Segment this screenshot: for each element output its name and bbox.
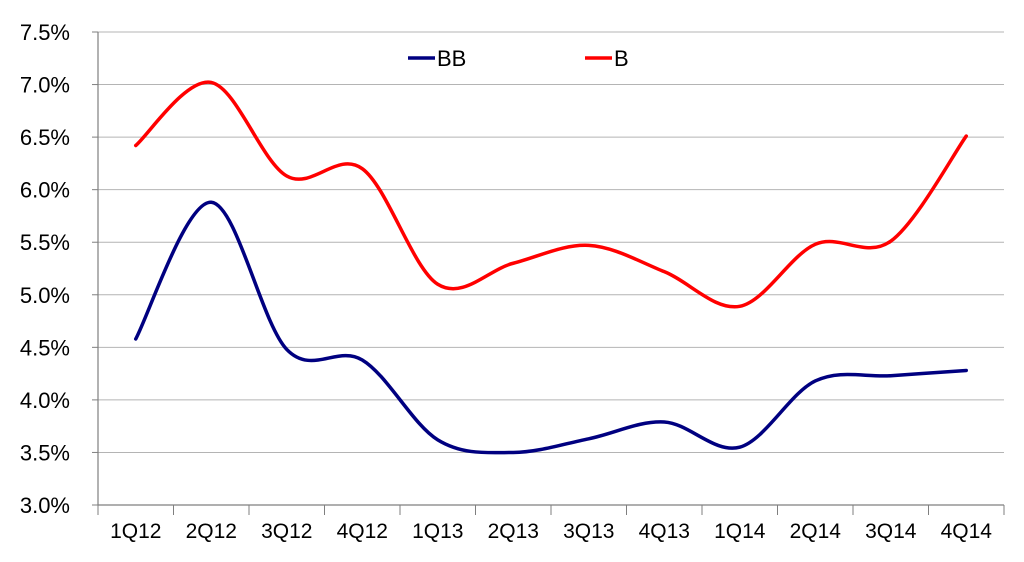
y-tick-label: 7.5% [20,20,70,45]
legend: BB B [408,46,629,71]
x-tick-label: 1Q14 [714,520,766,543]
x-tick-label: 2Q14 [790,520,842,543]
x-tick-label: 4Q12 [337,520,388,543]
y-tick-label: 4.0% [20,388,70,413]
legend-label-bb: BB [437,46,466,71]
x-tick-label: 2Q13 [488,520,539,543]
y-tick-label: 6.0% [20,178,70,203]
x-tick-label: 3Q12 [261,520,312,543]
x-tick-label: 1Q13 [412,520,463,543]
x-tick-label: 3Q13 [563,520,614,543]
y-tick-label: 5.5% [20,230,70,255]
series-line-b [134,80,968,309]
y-tick-label: 5.0% [20,283,70,308]
gridlines [98,31,1004,453]
y-tick-label: 6.5% [20,125,70,150]
y-tick-label: 4.5% [20,335,70,360]
x-tick-label: 4Q14 [941,520,993,543]
y-tick-label: 3.5% [20,440,70,465]
series-line-bb [134,200,968,455]
x-tick-label: 2Q12 [186,520,237,543]
y-tick-label: 7.0% [20,73,70,98]
y-tick-labels: 3.0% 3.5% 4.0% 4.5% 5.0% 5.5% 6.0% 6.5% 7.0% 7.5% [20,20,70,518]
y-tick-label: 3.0% [20,493,70,518]
axes [92,31,1005,515]
series-lines [134,80,968,455]
x-tick-labels: 1Q12 2Q12 3Q12 4Q12 1Q13 2Q13 3Q13 4Q13 1Q14 2Q14… [110,520,992,543]
legend-label-b: B [614,46,629,71]
x-tick-label: 1Q12 [110,520,161,543]
x-tick-label: 3Q14 [865,520,917,543]
x-tick-label: 4Q13 [639,520,690,543]
